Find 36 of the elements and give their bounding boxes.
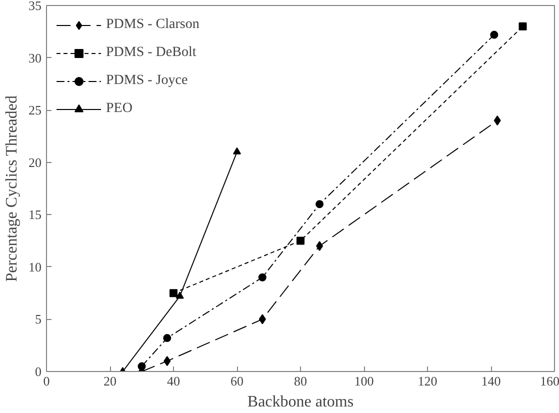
y-axis-title: Percentage Cyclics Threaded bbox=[4, 95, 20, 282]
x-tick-label: 60 bbox=[230, 374, 244, 388]
y-tick-label: 0 bbox=[35, 364, 42, 379]
legend-label: PEO bbox=[106, 101, 132, 117]
legend-label: PDMS - DeBolt bbox=[106, 45, 196, 61]
y-tick-label: 5 bbox=[35, 312, 42, 327]
legend-label: PDMS - Clarson bbox=[106, 17, 200, 33]
point bbox=[518, 22, 527, 30]
y-tick-label: 25 bbox=[28, 102, 42, 118]
point bbox=[490, 30, 498, 39]
point bbox=[170, 289, 178, 298]
point bbox=[233, 147, 241, 154]
x-tick-label: 40 bbox=[167, 374, 180, 388]
x-tick-label: 20 bbox=[104, 374, 116, 388]
y-tick-label: 30 bbox=[28, 50, 42, 66]
x-tick-label: 80 bbox=[294, 374, 307, 388]
y-tick-label: 15 bbox=[28, 207, 42, 222]
point bbox=[316, 200, 324, 208]
point bbox=[163, 334, 172, 342]
point bbox=[258, 273, 266, 282]
y-tick-label: 10 bbox=[28, 259, 42, 274]
x-tick-label: 120 bbox=[418, 374, 438, 388]
point bbox=[296, 236, 304, 245]
legend-label: PDMS - Joyce bbox=[106, 73, 188, 89]
x-tick-label: 100 bbox=[354, 374, 374, 388]
x-tick-label: 160 bbox=[540, 374, 559, 388]
point bbox=[258, 314, 266, 324]
point bbox=[316, 241, 324, 252]
point bbox=[176, 292, 184, 299]
point bbox=[138, 362, 146, 370]
y-tick-label: 35 bbox=[28, 0, 42, 13]
y-tick-label: 20 bbox=[28, 154, 42, 170]
x-axis-title: Backbone atoms bbox=[247, 394, 354, 410]
point bbox=[164, 356, 171, 366]
x-tick-label: 140 bbox=[481, 374, 501, 388]
point bbox=[494, 116, 501, 126]
